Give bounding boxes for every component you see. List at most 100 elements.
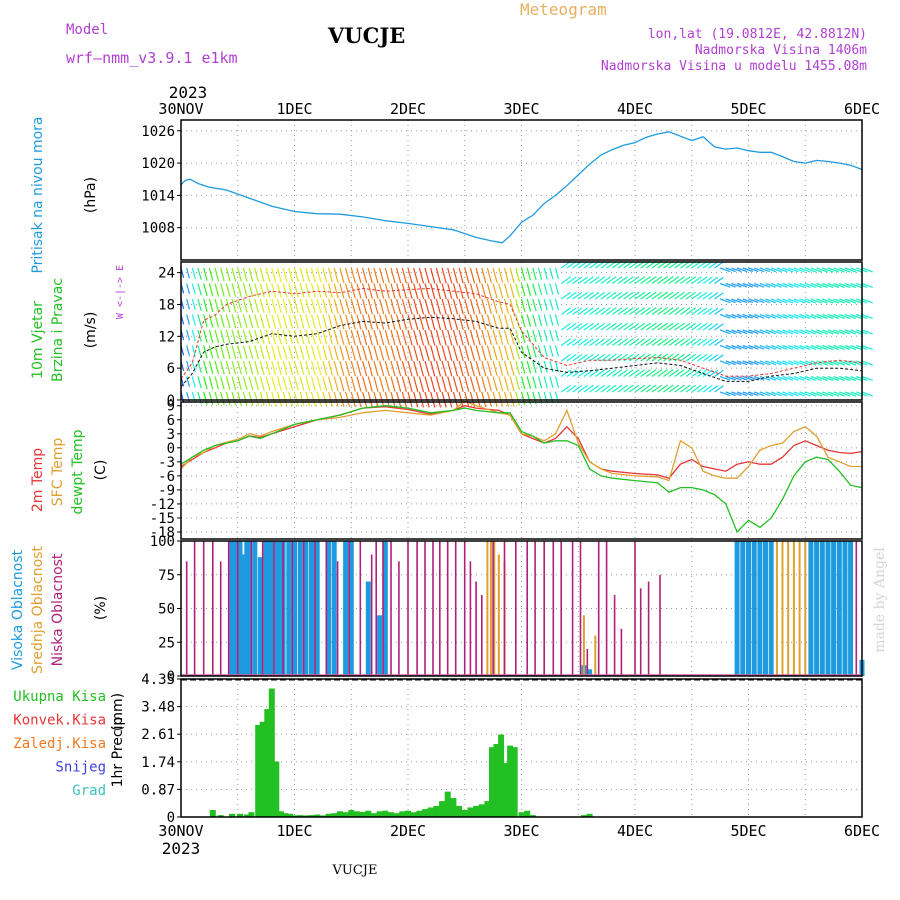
wind-barb — [186, 345, 190, 356]
wind-barb — [617, 307, 628, 315]
wind-barb — [520, 376, 526, 390]
wind-barb — [554, 329, 560, 342]
wind-barb — [430, 314, 436, 331]
wind-barb — [345, 267, 351, 284]
wind-barb — [577, 276, 588, 284]
wind-barb — [486, 314, 492, 330]
wind-barb — [520, 345, 526, 359]
wind-barb — [805, 282, 817, 288]
wind-barb — [753, 375, 765, 381]
wind-barb — [458, 376, 464, 392]
bottom-date-tick-label: 3DEC — [503, 822, 539, 840]
wind-barb — [748, 329, 759, 335]
wind-barb — [328, 267, 333, 283]
wind-barb — [203, 314, 208, 328]
wind-barb — [765, 391, 777, 397]
wind-barb — [645, 291, 657, 300]
low-cloud-bar — [282, 541, 284, 676]
wind-barb — [810, 298, 823, 304]
model-name: wrf—nmm_v3.9.1 e1km — [66, 49, 238, 67]
wind-barb — [822, 298, 834, 304]
wind-barb — [554, 314, 560, 326]
wind-barb — [225, 283, 231, 297]
wind-barb — [271, 314, 277, 329]
precip-bar — [518, 812, 525, 817]
wind-barb — [816, 267, 828, 273]
wind-barb — [282, 360, 288, 376]
wind-barb — [299, 345, 305, 360]
wind-barb — [248, 298, 254, 313]
wind-barb — [731, 375, 742, 381]
wind-barb — [674, 338, 685, 346]
wind-barb — [645, 384, 657, 393]
wind-barb — [322, 298, 328, 314]
wind-barb — [628, 276, 640, 284]
wind-barb — [242, 329, 248, 344]
wind-barb — [787, 360, 799, 366]
wind-barb — [225, 360, 231, 375]
wind-barb — [606, 322, 617, 331]
wind-barb — [537, 345, 543, 358]
wind-barb — [305, 376, 311, 391]
wind-barb — [441, 298, 447, 315]
wind-barb — [572, 292, 583, 300]
wind-barb — [509, 345, 515, 361]
wind-barb — [458, 314, 464, 330]
wind-barb — [759, 375, 771, 381]
wind-barb — [520, 267, 526, 281]
wind-barb — [259, 267, 265, 282]
wind-barb — [203, 376, 208, 390]
wind-barb — [554, 283, 560, 295]
low-cloud-bar — [552, 541, 555, 676]
wind-barb — [254, 283, 259, 298]
wind-barb — [805, 329, 817, 335]
wind-barb — [742, 360, 754, 366]
wind-barb — [293, 283, 299, 298]
wind-barb — [282, 298, 288, 314]
wind-barb — [356, 376, 362, 392]
y-tick-label: 1014 — [141, 188, 175, 204]
wind-barb — [373, 267, 379, 284]
wind-barb — [674, 291, 685, 300]
model-elevation-text: Nadmorska Visina u modelu 1455.08m — [601, 59, 867, 74]
low-cloud-bar — [446, 541, 449, 676]
wind-barb — [316, 391, 322, 407]
wind-barb — [793, 329, 805, 335]
wind-barb — [719, 298, 731, 304]
panel-frame — [180, 401, 863, 540]
wind-barb — [492, 345, 498, 361]
wind-barb — [805, 313, 817, 319]
wind-barb — [396, 267, 402, 284]
high-cloud-bar — [751, 541, 757, 676]
wind-barb — [316, 376, 322, 391]
wind-barb — [617, 322, 628, 331]
wind-barb — [208, 391, 214, 405]
wind-barb — [861, 329, 874, 335]
wind-barb — [640, 353, 651, 362]
precip-bar — [308, 815, 315, 817]
wind-barb — [362, 283, 368, 299]
wind-barb — [237, 360, 242, 375]
high-cloud-bar — [746, 541, 751, 676]
wind-barb — [549, 360, 554, 373]
wind-barb — [333, 360, 339, 376]
wind-barb — [833, 267, 845, 273]
wind-barb — [725, 375, 736, 381]
wind-barb — [197, 314, 202, 327]
wind-barb — [623, 322, 634, 331]
wind-barb — [237, 267, 242, 282]
wind-barb — [526, 298, 532, 312]
wind-barb — [844, 313, 857, 320]
wind-barb — [770, 344, 782, 350]
wind-barb — [424, 267, 430, 284]
wind-barb — [305, 391, 311, 407]
wind-barb — [396, 283, 402, 299]
wind-barb — [793, 282, 805, 288]
wind-barb — [748, 360, 759, 366]
wind-barb — [254, 376, 259, 391]
low-cloud-bar — [605, 541, 608, 676]
wind-barb — [537, 267, 543, 280]
wind-barb — [271, 283, 277, 298]
precip-bar — [229, 813, 236, 817]
wind-barb — [714, 307, 724, 315]
